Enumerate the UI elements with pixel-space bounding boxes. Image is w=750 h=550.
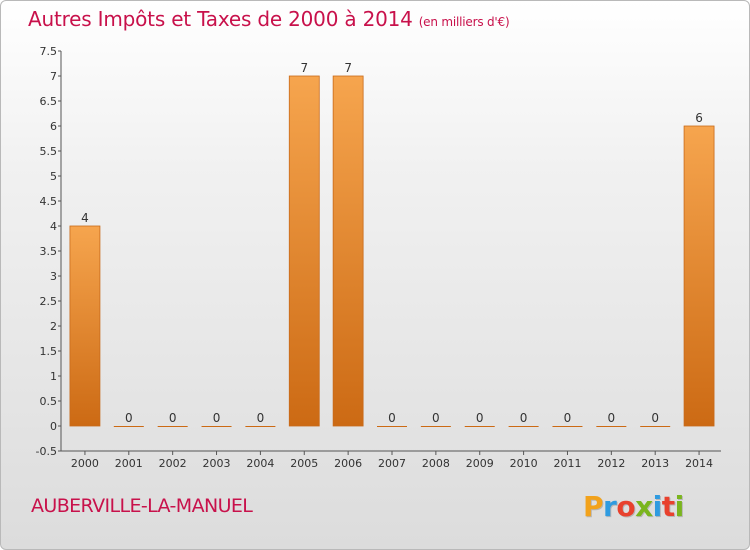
y-tick-label: -0.5 xyxy=(36,445,57,458)
x-tick-label: 2012 xyxy=(597,457,625,470)
bar-value-label: 6 xyxy=(695,111,703,125)
y-tick-label: 5.5 xyxy=(40,145,58,158)
bar-value-label: 0 xyxy=(432,411,440,425)
x-tick-label: 2000 xyxy=(71,457,99,470)
commune-name: AUBERVILLE-LA-MANUEL xyxy=(31,495,253,517)
chart-title-text: Autres Impôts et Taxes de 2000 à 2014 xyxy=(28,7,413,31)
x-tick-label: 2008 xyxy=(422,457,450,470)
logo-letter: i xyxy=(652,490,663,523)
x-tick-label: 2006 xyxy=(334,457,362,470)
bar-value-label: 0 xyxy=(388,411,396,425)
bar-value-label: 0 xyxy=(520,411,528,425)
bar xyxy=(288,75,320,427)
y-tick-label: 6.5 xyxy=(40,95,58,108)
bar xyxy=(683,125,715,427)
x-tick-label: 2001 xyxy=(115,457,143,470)
bar xyxy=(201,426,232,427)
x-tick-label: 2011 xyxy=(553,457,581,470)
bar xyxy=(113,426,144,427)
y-tick-label: 4.5 xyxy=(40,195,58,208)
logo-letter: o xyxy=(616,490,636,523)
x-tick-label: 2003 xyxy=(203,457,231,470)
y-tick-label: 7.5 xyxy=(40,45,58,58)
bar-value-label: 0 xyxy=(169,411,177,425)
logo-letter: P xyxy=(583,490,604,523)
y-tick-label: 1 xyxy=(50,370,57,383)
y-tick-label: 2.5 xyxy=(40,295,58,308)
bar-value-label: 0 xyxy=(476,411,484,425)
chart-unit: (en milliers d'€) xyxy=(418,15,510,29)
y-tick-label: 3.5 xyxy=(40,245,58,258)
logo-letter: t xyxy=(661,490,675,523)
bar-value-label: 0 xyxy=(257,411,265,425)
y-tick-label: 4 xyxy=(50,220,57,233)
y-tick-label: 6 xyxy=(50,120,57,133)
bar xyxy=(245,426,276,427)
x-tick-label: 2004 xyxy=(246,457,274,470)
x-tick-label: 2005 xyxy=(290,457,318,470)
bar xyxy=(596,426,627,427)
bar xyxy=(420,426,451,427)
logo-letter: x xyxy=(635,490,653,523)
bar-value-label: 7 xyxy=(300,61,308,75)
proxiti-logo: Proxiti xyxy=(583,490,684,523)
bar xyxy=(552,426,583,427)
x-tick-label: 2002 xyxy=(159,457,187,470)
logo-letter: r xyxy=(603,490,617,523)
bar-value-label: 7 xyxy=(344,61,352,75)
y-tick-label: 7 xyxy=(50,70,57,83)
bar-value-label: 4 xyxy=(81,211,89,225)
bar xyxy=(464,426,495,427)
bar-value-label: 0 xyxy=(125,411,133,425)
x-tick-label: 2010 xyxy=(510,457,538,470)
chart-title: Autres Impôts et Taxes de 2000 à 2014 (en… xyxy=(28,7,510,31)
bar-value-label: 0 xyxy=(213,411,221,425)
x-tick-label: 2007 xyxy=(378,457,406,470)
y-tick-label: 2 xyxy=(50,320,57,333)
bar-value-label: 0 xyxy=(651,411,659,425)
y-tick-label: 3 xyxy=(50,270,57,283)
x-tick-label: 2009 xyxy=(466,457,494,470)
x-tick-label: 2013 xyxy=(641,457,669,470)
y-tick-label: 0 xyxy=(50,420,57,433)
bar xyxy=(69,225,101,427)
bar xyxy=(377,426,407,427)
bar xyxy=(508,426,539,427)
bar-value-label: 0 xyxy=(608,411,616,425)
bar xyxy=(640,426,671,427)
bar xyxy=(332,75,364,427)
y-tick-label: 1.5 xyxy=(40,345,58,358)
y-tick-label: 0.5 xyxy=(40,395,58,408)
bar-value-label: 0 xyxy=(564,411,572,425)
x-tick-label: 2014 xyxy=(685,457,713,470)
bar xyxy=(157,426,188,427)
y-tick-label: 5 xyxy=(50,170,57,183)
logo-letter: i xyxy=(674,490,685,523)
